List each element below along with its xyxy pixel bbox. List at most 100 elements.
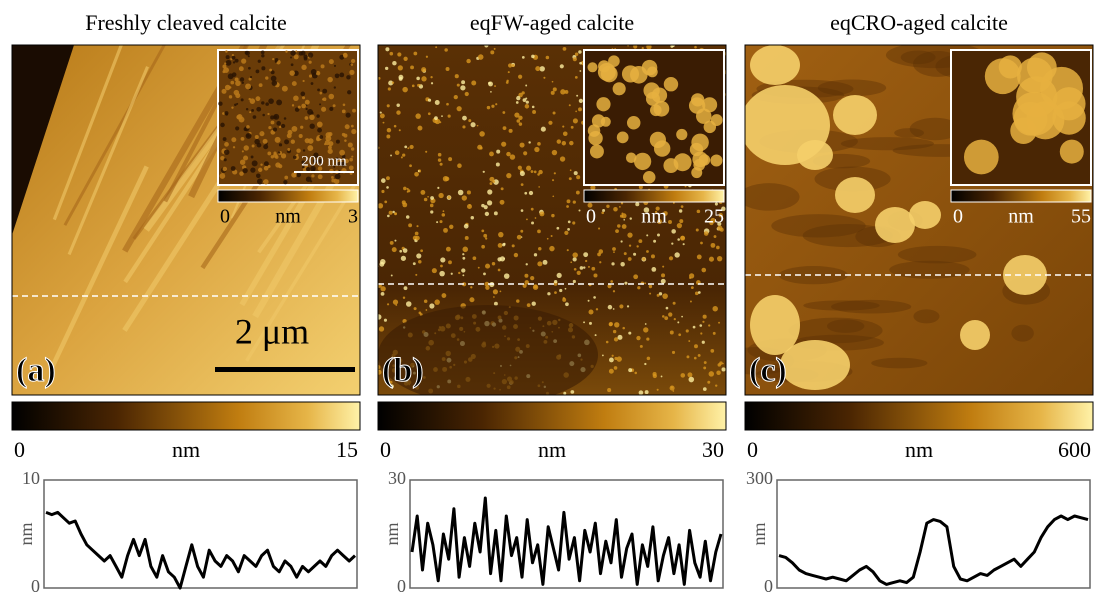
texture [871, 358, 927, 369]
grain [552, 195, 554, 197]
inset-feature [264, 161, 269, 166]
inset-feature [291, 140, 295, 144]
inset-feature [305, 138, 310, 143]
grain [503, 258, 505, 260]
grain [427, 196, 429, 198]
grain [646, 337, 649, 340]
grain [432, 268, 437, 273]
inset-feature [245, 51, 250, 56]
inset-feature [253, 115, 257, 119]
grain [516, 96, 520, 100]
inset-feature [243, 168, 248, 173]
grain [653, 240, 656, 243]
inset-feature [601, 66, 618, 83]
inset-feature [293, 156, 296, 159]
grain [585, 260, 587, 262]
panel-label: (b) [382, 352, 424, 389]
grain [441, 293, 446, 298]
grain [527, 303, 531, 307]
grain [643, 327, 648, 332]
inset-colorbar-unit: nm [275, 206, 301, 228]
y-tick-label: 10 [22, 468, 40, 488]
inset-feature [231, 166, 236, 171]
inset-feature [284, 117, 287, 120]
grain [462, 247, 468, 253]
grain [483, 171, 485, 173]
grain [442, 213, 446, 217]
grain [613, 251, 615, 253]
grain [557, 273, 562, 278]
grain [455, 74, 459, 78]
inset-feature [223, 137, 227, 141]
grain [443, 176, 449, 182]
inset-feature [229, 95, 232, 98]
inset-feature [348, 142, 353, 147]
grain [591, 267, 595, 271]
panel-label: (c) [749, 352, 787, 389]
inset-feature [273, 114, 279, 120]
grain [664, 316, 668, 320]
grain [703, 387, 707, 391]
inset-feature [317, 128, 322, 133]
inset-feature [302, 96, 305, 99]
grain [698, 291, 701, 294]
colorbar-min: 0 [14, 437, 25, 462]
grain [534, 147, 539, 152]
grain [525, 85, 527, 87]
grain [573, 280, 576, 283]
inset-feature [226, 60, 232, 66]
grain [477, 145, 482, 150]
grain [481, 230, 484, 233]
grain [522, 91, 525, 94]
inset-feature [608, 55, 620, 67]
grain [619, 304, 623, 308]
grain [501, 187, 504, 190]
grain [387, 128, 391, 132]
grain [376, 314, 381, 319]
inset-feature [331, 176, 334, 179]
inset-feature [325, 140, 330, 145]
grain [537, 142, 541, 146]
inset-feature [248, 55, 250, 57]
inset-feature [279, 126, 281, 128]
grain [457, 163, 462, 168]
grain [693, 326, 696, 329]
grain [534, 253, 537, 256]
colorbar [745, 402, 1093, 430]
grain [686, 329, 689, 332]
grain [537, 229, 541, 233]
grain [434, 299, 440, 305]
inset-feature [296, 172, 301, 177]
grain [646, 234, 648, 236]
grain [575, 76, 578, 79]
grain [624, 252, 627, 255]
grain [620, 262, 624, 266]
grain [460, 85, 465, 90]
colorbar [378, 402, 726, 430]
grain [707, 381, 710, 384]
grain [530, 276, 534, 280]
grain [418, 126, 423, 131]
inset-feature [262, 114, 265, 117]
grain [634, 372, 637, 375]
grain [461, 80, 465, 84]
grain [439, 121, 441, 123]
grain [430, 196, 434, 200]
inset-feature [319, 135, 323, 139]
inset-feature [305, 116, 309, 120]
grain [514, 253, 518, 257]
inset-feature [244, 145, 249, 150]
grain [509, 129, 513, 133]
grain [538, 186, 540, 188]
inset-feature [351, 147, 354, 150]
inset-feature [260, 164, 262, 166]
grain [593, 273, 597, 277]
grain [608, 305, 612, 309]
grain [616, 356, 621, 361]
inset-feature [224, 62, 226, 64]
inset-feature [259, 83, 263, 87]
grain [386, 176, 390, 180]
inset-feature [289, 70, 294, 75]
inset-feature [292, 104, 294, 106]
grain [553, 112, 556, 115]
